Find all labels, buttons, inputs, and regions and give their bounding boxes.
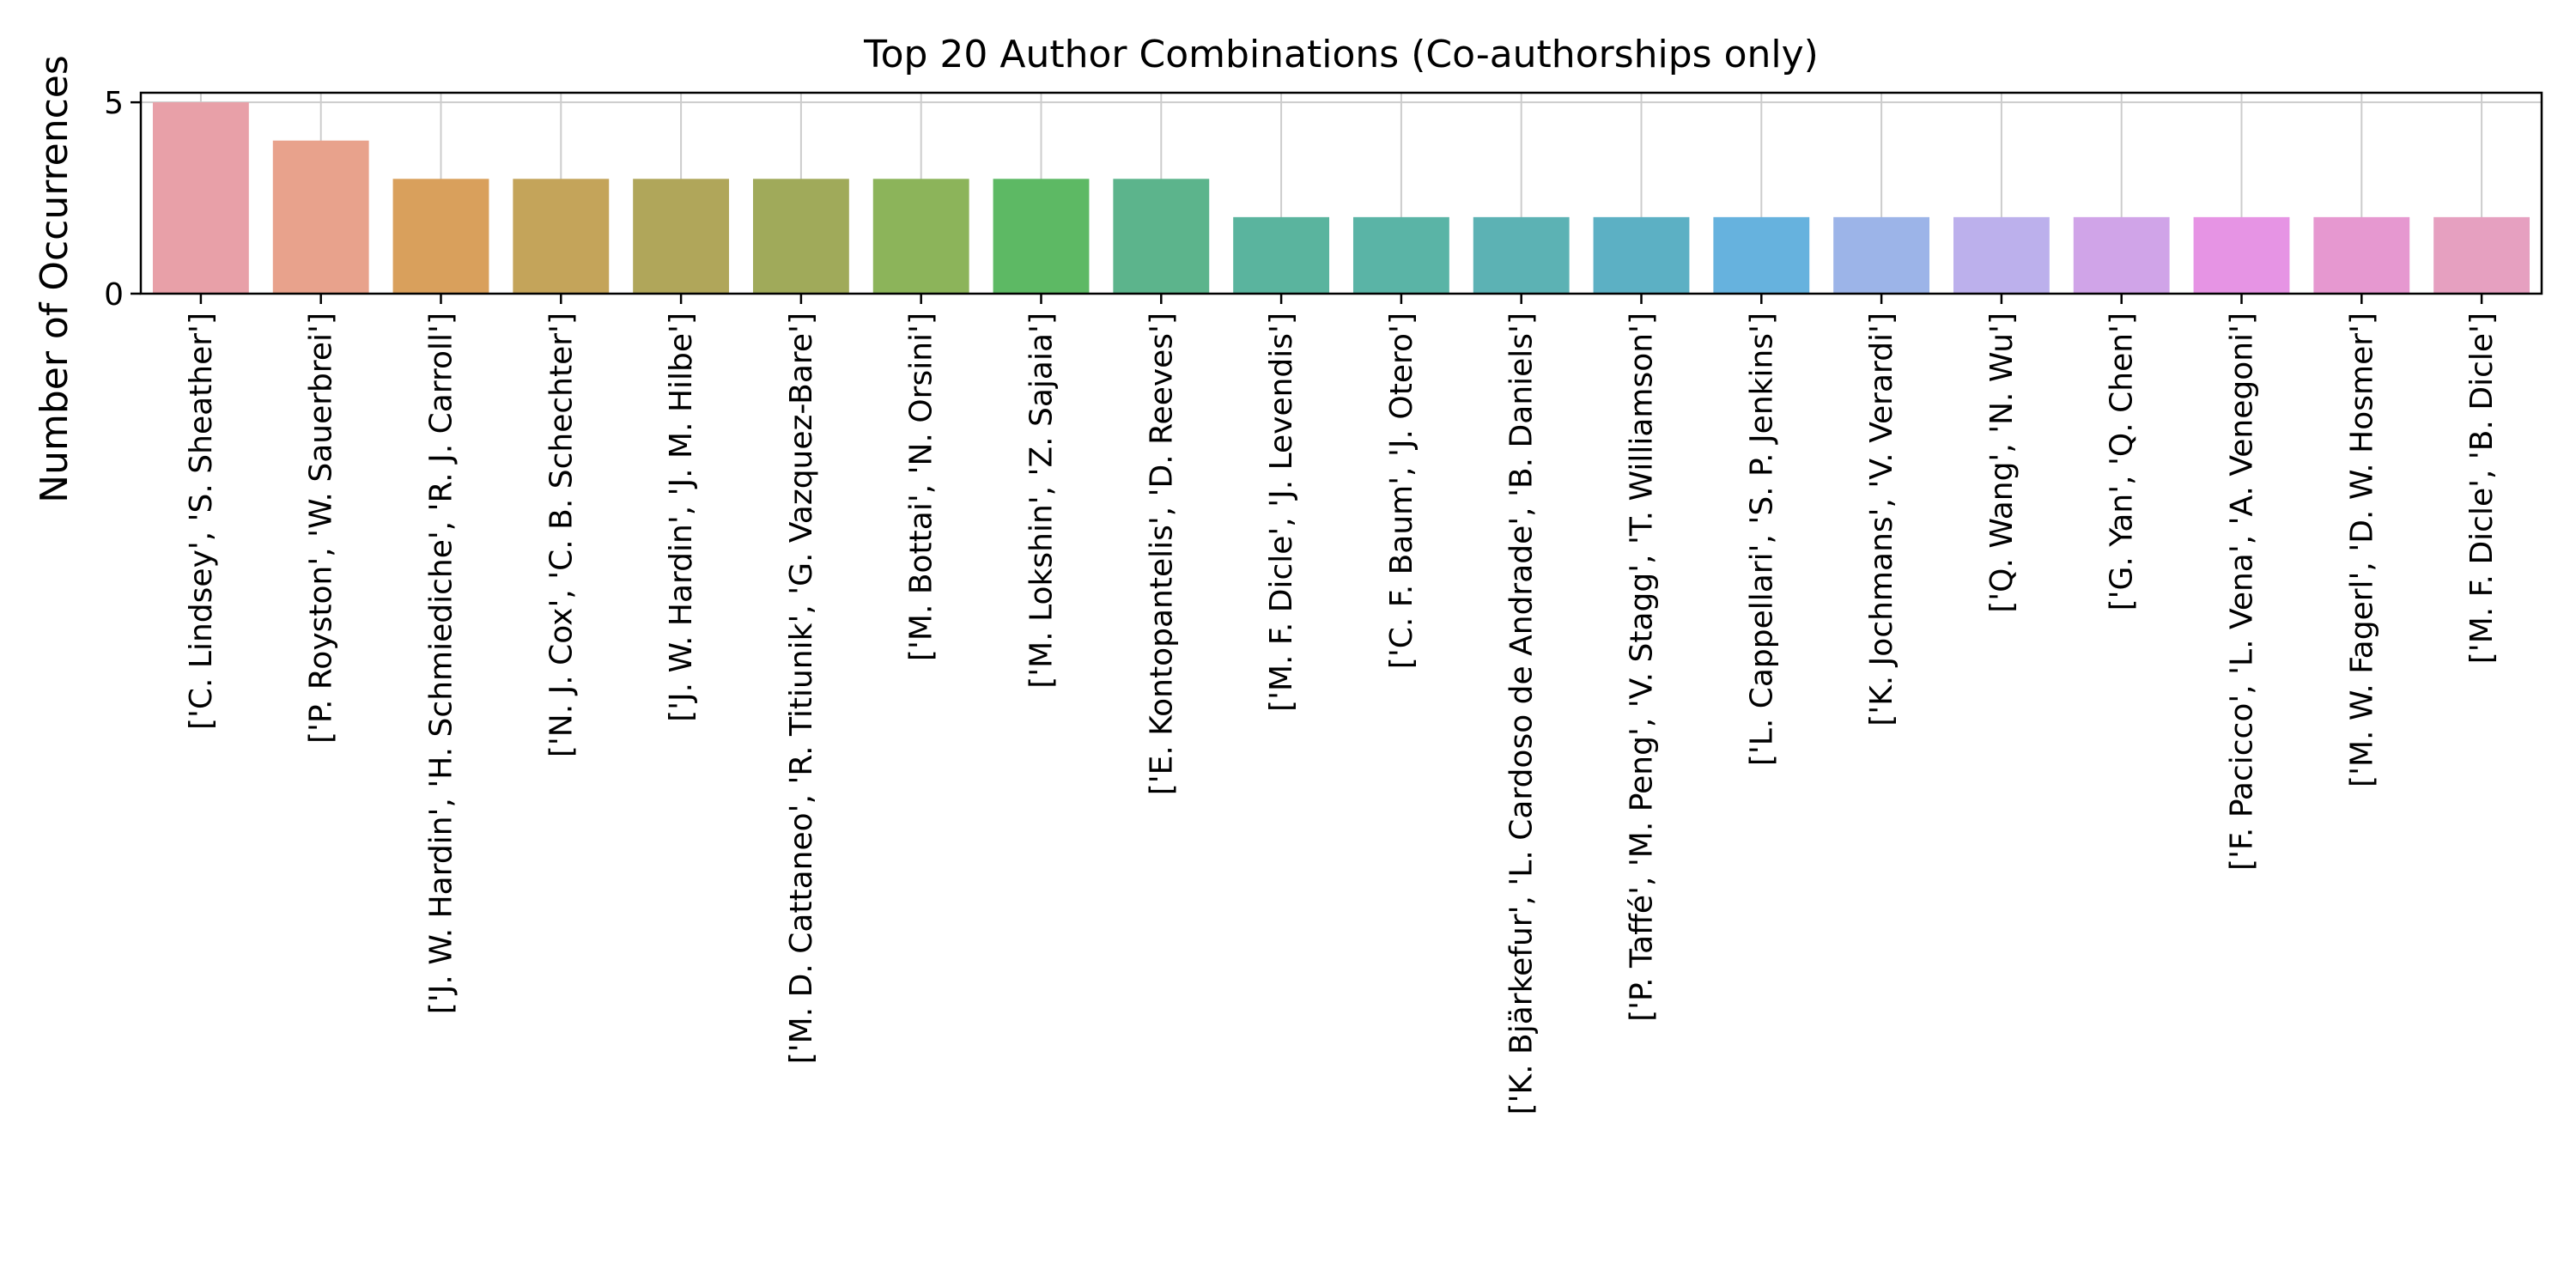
- y-axis-title: Number of Occurrences: [33, 55, 76, 503]
- bar: [872, 179, 969, 294]
- bar: [1713, 216, 1810, 294]
- bar: [2073, 216, 2170, 294]
- gridlines: [141, 93, 2542, 295]
- x-tick-label: ['L. Cappellari', 'S. P. Jenkins']: [1744, 313, 1779, 766]
- x-tick-label: ['F. Pacicco', 'L. Vena', 'A. Venegoni']: [2225, 313, 2260, 871]
- x-ticks: ['C. Lindsey', 'S. Sheather'] ['P. Roysto…: [184, 294, 2500, 1115]
- x-tick-label: ['Q. Wang', 'N. Wu']: [1984, 313, 2020, 613]
- x-tick-label: ['K. Bjärkefur', 'L. Cardoso de Andrade'…: [1504, 313, 1540, 1115]
- bar: [1833, 216, 1930, 294]
- y-tick-label: 0: [104, 277, 124, 313]
- bar: [752, 179, 849, 294]
- y-tick-label: 5: [104, 86, 124, 121]
- x-tick-label: ['J. W. Hardin', 'J. M. Hilbe']: [664, 313, 699, 722]
- bar: [152, 102, 249, 295]
- x-tick-label: ['P. Taffé', 'M. Peng', 'V. Stagg', 'T. …: [1625, 313, 1660, 1022]
- x-tick-label: ['G. Yan', 'Q. Chen']: [2105, 313, 2140, 611]
- bar: [1593, 216, 1690, 294]
- plot-frame: [139, 91, 2543, 295]
- bar: [513, 179, 610, 294]
- bar: [633, 179, 730, 294]
- x-tick-label: ['K. Jochmans', 'V. Verardi']: [1864, 313, 1899, 726]
- bar: [1352, 216, 1449, 294]
- x-tick-label: ['N. J. Cox', 'C. B. Schechter']: [544, 313, 579, 757]
- x-tick-label: ['E. Kontopantelis', 'D. Reeves']: [1144, 313, 1179, 795]
- chart-title: Top 20 Author Combinations (Co-authorshi…: [863, 33, 1819, 76]
- x-tick-label: ['M. Bottai', 'N. Orsini']: [904, 313, 939, 661]
- x-tick-label: ['M. F. Dicle', 'B. Dicle']: [2464, 313, 2500, 664]
- bar: [392, 179, 489, 294]
- bar: [2313, 216, 2410, 294]
- bar: [272, 140, 369, 294]
- bar: [1233, 216, 1330, 294]
- x-tick-label: ['M. Lokshin', 'Z. Sajaia']: [1024, 313, 1060, 689]
- x-tick-label: ['M. W. Fagerl', 'D. W. Hosmer']: [2344, 313, 2379, 787]
- bar: [1113, 179, 1210, 294]
- x-tick-label: ['C. Lindsey', 'S. Sheather']: [184, 313, 219, 730]
- x-tick-label: ['C. F. Baum', 'J. Otero']: [1384, 313, 1419, 669]
- x-tick-label: ['M. D. Cattaneo', 'R. Titiunik', 'G. Va…: [784, 313, 819, 1064]
- bar: [1473, 216, 1570, 294]
- y-ticks: 05: [104, 86, 141, 313]
- x-tick-label: ['P. Royston', 'W. Sauerbrei']: [304, 313, 339, 744]
- bar: [2433, 216, 2530, 294]
- bar: [993, 179, 1090, 294]
- bars: [152, 102, 2530, 295]
- bar: [2193, 216, 2290, 294]
- x-tick-label: ['J. W. Hardin', 'H. Schmiediche', 'R. J…: [424, 313, 459, 1014]
- bar: [1953, 216, 2050, 294]
- x-tick-label: ['M. F. Dicle', 'J. Levendis']: [1264, 313, 1299, 712]
